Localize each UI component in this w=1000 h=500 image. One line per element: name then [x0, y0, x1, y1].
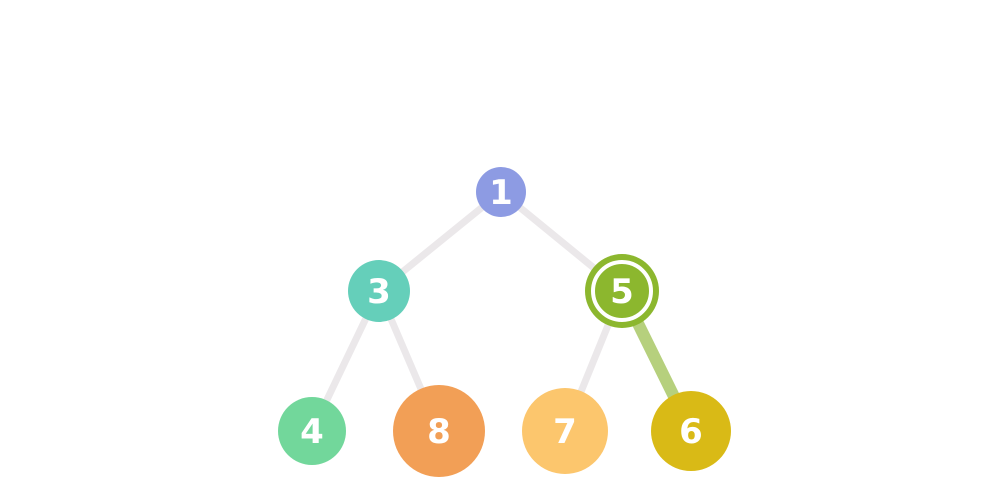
tree-node-5[interactable]: 5: [585, 254, 659, 328]
node-label-6: 6: [679, 412, 703, 452]
tree-node-7[interactable]: 7: [522, 388, 608, 474]
tree-node-8[interactable]: 8: [393, 385, 485, 477]
tree-node-6[interactable]: 6: [651, 391, 731, 471]
node-selection-ring-5: [591, 260, 653, 322]
node-label-3: 3: [367, 272, 391, 312]
node-circle-6: [651, 391, 731, 471]
node-label-5: 5: [610, 272, 634, 312]
tree-node-1[interactable]: 1: [476, 167, 526, 217]
node-circle-5: [585, 254, 659, 328]
node-label-7: 7: [553, 412, 577, 452]
node-circle-3: [348, 260, 410, 322]
tree-node-3[interactable]: 3: [348, 260, 410, 322]
node-circle-4: [278, 397, 346, 465]
tree-nodes: 1 3 5 4 8 7 6: [278, 167, 731, 477]
node-circle-8: [393, 385, 485, 477]
node-circle-1: [476, 167, 526, 217]
node-label-4: 4: [300, 412, 324, 452]
tree-node-4[interactable]: 4: [278, 397, 346, 465]
node-label-1: 1: [489, 173, 513, 213]
node-label-8: 8: [427, 412, 451, 452]
node-circle-7: [522, 388, 608, 474]
